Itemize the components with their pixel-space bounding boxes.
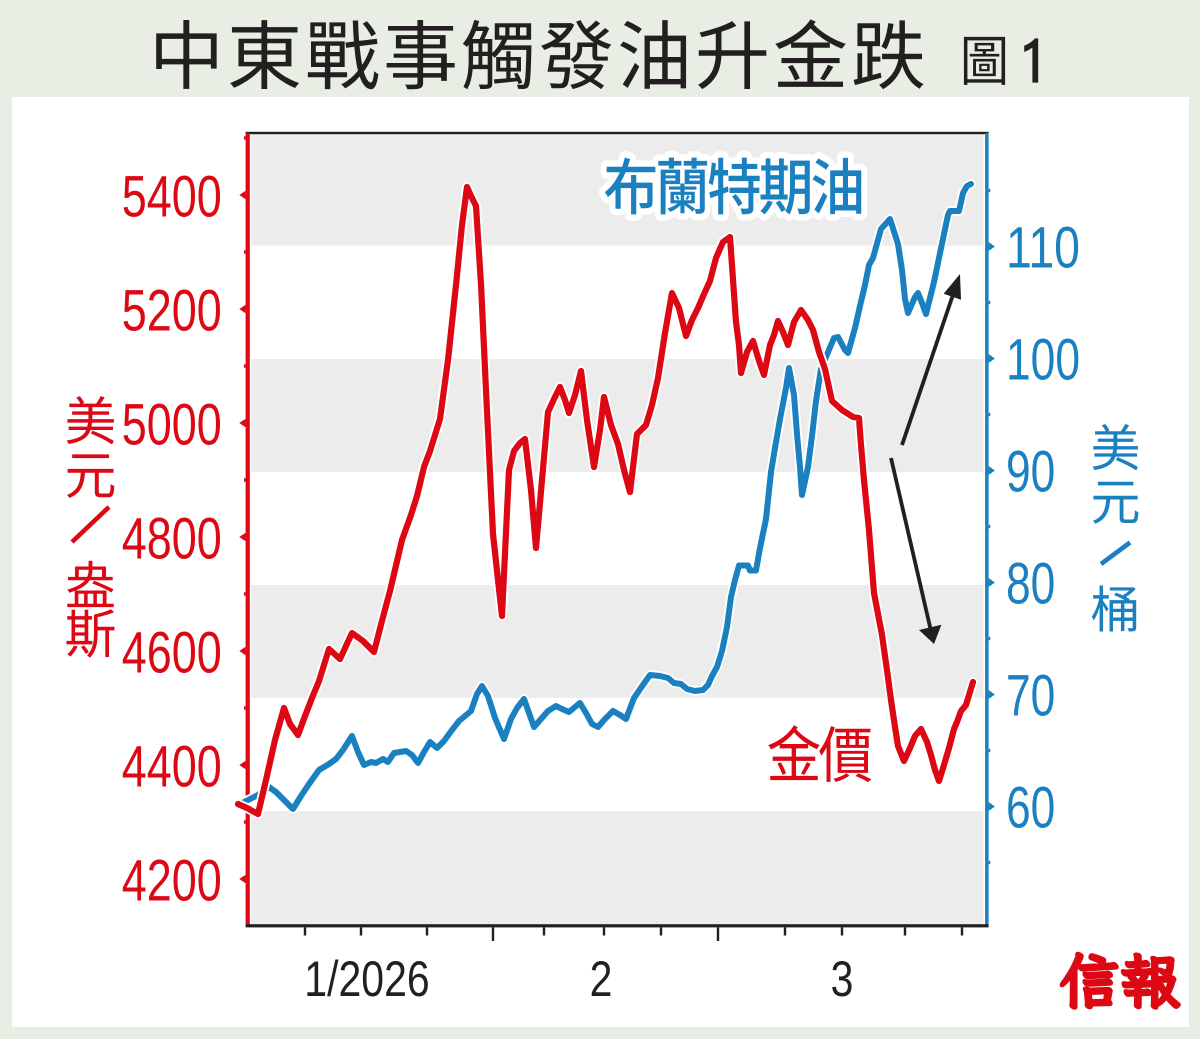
svg-text:4600: 4600 xyxy=(122,620,222,685)
svg-text:60: 60 xyxy=(1006,776,1055,841)
svg-text:5000: 5000 xyxy=(122,392,222,457)
svg-text:100: 100 xyxy=(1006,328,1080,393)
svg-text:80: 80 xyxy=(1006,552,1055,617)
svg-text:4200: 4200 xyxy=(122,848,222,913)
svg-text:5400: 5400 xyxy=(122,164,222,229)
svg-text:4400: 4400 xyxy=(122,734,222,799)
svg-text:1/2026: 1/2026 xyxy=(304,951,429,1007)
svg-text:90: 90 xyxy=(1006,440,1055,505)
svg-text:5200: 5200 xyxy=(122,278,222,343)
svg-text:2: 2 xyxy=(590,951,613,1007)
svg-text:4800: 4800 xyxy=(122,506,222,571)
svg-text:110: 110 xyxy=(1006,216,1080,281)
svg-text:70: 70 xyxy=(1006,664,1055,729)
svg-text:3: 3 xyxy=(831,951,854,1007)
